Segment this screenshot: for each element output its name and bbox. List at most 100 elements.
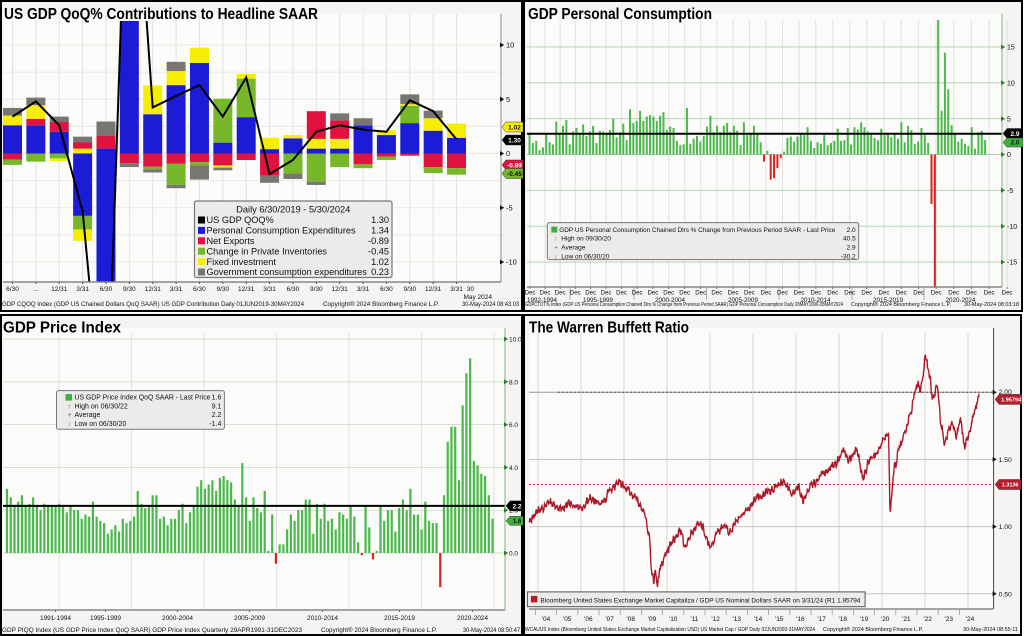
svg-text:1.6: 1.6 (212, 395, 222, 402)
svg-text:GDP PIQQ Index (US GDP Price I: GDP PIQQ Index (US GDP Price Index QoQ S… (2, 627, 303, 634)
svg-text:High on 09/30/20: High on 09/30/20 (561, 236, 611, 243)
svg-text:↓: ↓ (554, 254, 557, 261)
svg-text:1995-1999: 1995-1999 (583, 297, 614, 304)
svg-text:1.6: 1.6 (513, 519, 522, 525)
svg-text:GDPCTOT% Index (GDP US Persona: GDPCTOT% Index (GDP US Personal Consumpt… (525, 302, 844, 308)
svg-text:Copyright® 2024 Bloomberg Fina: Copyright® 2024 Bloomberg Finance L.P. (321, 627, 437, 634)
svg-text:May 2024: May 2024 (463, 294, 492, 301)
svg-text:2.00: 2.00 (999, 389, 1012, 396)
svg-text:'13: '13 (733, 616, 742, 623)
svg-text:1.30: 1.30 (371, 215, 389, 225)
svg-text:↑: ↑ (68, 404, 72, 411)
svg-text:Dec: Dec (616, 290, 627, 297)
svg-text:Dec: Dec (570, 290, 581, 297)
svg-text:5: 5 (506, 95, 510, 104)
svg-text:US GDP QoQ% Contributions to H: US GDP QoQ% Contributions to Headline SA… (4, 6, 318, 23)
svg-text:Copyright® 2024 Bloomberg Fina: Copyright® 2024 Bloomberg Finance L.P. (323, 301, 439, 308)
svg-text:Dec: Dec (585, 290, 596, 297)
svg-text:Bloomberg United States Exchan: Bloomberg United States Exchange Market … (540, 597, 860, 604)
svg-text:-10: -10 (506, 258, 517, 267)
svg-text:Dec: Dec (540, 290, 551, 297)
svg-text:-0.89: -0.89 (368, 236, 389, 246)
svg-text:2010-2014: 2010-2014 (307, 615, 338, 622)
svg-text:1.3136: 1.3136 (1002, 482, 1019, 488)
svg-text:5: 5 (1007, 116, 1011, 123)
svg-text:US GDP QOQ%: US GDP QOQ% (207, 215, 274, 225)
svg-text:2.2: 2.2 (512, 503, 521, 510)
svg-text:↑: ↑ (554, 236, 557, 243)
svg-text:2000-2004: 2000-2004 (162, 615, 193, 622)
svg-text:9/30: 9/30 (310, 286, 323, 293)
svg-text:3/31: 3/31 (76, 286, 89, 293)
svg-text:GDP CQOQ Index (GDP US Chained: GDP CQOQ Index (GDP US Chained Dollars Q… (2, 301, 305, 308)
svg-text:1992-1994: 1992-1994 (527, 297, 558, 304)
svg-text:2015-2019: 2015-2019 (384, 615, 415, 622)
svg-text:12/31: 12/31 (332, 286, 349, 293)
svg-text:-15: -15 (1007, 260, 1017, 267)
svg-text:6/30: 6/30 (100, 286, 113, 293)
svg-text:Dec: Dec (777, 290, 788, 297)
svg-text:-0.89: -0.89 (507, 162, 522, 169)
svg-text:2.9: 2.9 (847, 245, 856, 252)
svg-text:4.0: 4.0 (509, 465, 518, 472)
svg-text:Daily 6/30/2019 - 5/30/2024: Daily 6/30/2019 - 5/30/2024 (236, 205, 350, 215)
svg-text:'16: '16 (796, 616, 805, 623)
svg-text:30-May-2024 08:55:11: 30-May-2024 08:55:11 (963, 627, 1018, 633)
svg-text:3/31: 3/31 (263, 286, 276, 293)
svg-text:1.00: 1.00 (999, 524, 1012, 531)
svg-text:2005-2009: 2005-2009 (234, 615, 265, 622)
svg-text:2.0: 2.0 (847, 227, 856, 234)
svg-text:10: 10 (1007, 80, 1015, 87)
svg-text:10.0: 10.0 (509, 337, 522, 344)
svg-text:Dec: Dec (810, 290, 821, 297)
svg-text:'07: '07 (605, 616, 614, 623)
svg-text:'18: '18 (839, 616, 848, 623)
svg-text:2015-2019: 2015-2019 (873, 297, 904, 304)
svg-text:'21: '21 (902, 616, 911, 623)
svg-text:The Warren Buffett Ratio: The Warren Buffett Ratio (529, 320, 689, 337)
svg-text:Dec: Dec (744, 290, 755, 297)
svg-text:2020-2024: 2020-2024 (457, 615, 488, 622)
svg-text:12/31: 12/31 (425, 286, 442, 293)
svg-text:Average: Average (75, 412, 101, 419)
svg-text:2000-2004: 2000-2004 (655, 297, 686, 304)
svg-text:'14: '14 (754, 616, 763, 623)
svg-text:Dec: Dec (647, 290, 658, 297)
svg-text:1995-1999: 1995-1999 (90, 615, 121, 622)
svg-text:'24: '24 (966, 616, 975, 623)
svg-text:GDP Price Index: GDP Price Index (3, 320, 121, 337)
svg-text:1.30: 1.30 (508, 137, 521, 144)
svg-text:Dec: Dec (827, 290, 838, 297)
svg-text:GDP Personal Consumption: GDP Personal Consumption (528, 6, 712, 23)
svg-text:0.0: 0.0 (509, 551, 518, 558)
svg-text:'10: '10 (669, 616, 678, 623)
svg-text:WCAUUS Index (Bloomberg United: WCAUUS Index (Bloomberg United States Ex… (525, 627, 816, 633)
svg-text:6/30: 6/30 (193, 286, 206, 293)
svg-text:Dec: Dec (966, 290, 977, 297)
svg-text:6/30: 6/30 (380, 286, 393, 293)
svg-text:'17: '17 (817, 616, 826, 623)
svg-text:10: 10 (506, 41, 514, 50)
svg-text:Dec: Dec (711, 290, 722, 297)
svg-text:'05: '05 (563, 616, 572, 623)
svg-text:'11: '11 (690, 616, 698, 623)
svg-text:Net Exports: Net Exports (207, 236, 255, 246)
svg-text:2005-2009: 2005-2009 (728, 297, 759, 304)
svg-text:'09: '09 (648, 616, 657, 623)
svg-text:9/30: 9/30 (123, 286, 136, 293)
svg-text:-30.2: -30.2 (841, 254, 856, 261)
svg-text:Copyright® 2024 Bloomberg Fina: Copyright® 2024 Bloomberg Finance L.P. (823, 626, 923, 633)
svg-text:'15: '15 (775, 616, 784, 623)
svg-text:0.50: 0.50 (999, 591, 1012, 598)
svg-text:1991-1994: 1991-1994 (40, 615, 71, 622)
svg-text:0: 0 (506, 149, 510, 158)
svg-text:3/31: 3/31 (450, 286, 463, 293)
svg-text:Low on 06/30/20: Low on 06/30/20 (75, 421, 127, 428)
svg-text:-5: -5 (506, 203, 513, 212)
svg-text:12/31: 12/31 (51, 286, 68, 293)
svg-text:30-May-2024 08:03:18: 30-May-2024 08:03:18 (964, 302, 1019, 308)
svg-text:6/30: 6/30 (287, 286, 300, 293)
svg-text:9/30: 9/30 (217, 286, 230, 293)
svg-text:High on 06/30/22: High on 06/30/22 (75, 404, 128, 411)
svg-text:Dec: Dec (861, 290, 872, 297)
